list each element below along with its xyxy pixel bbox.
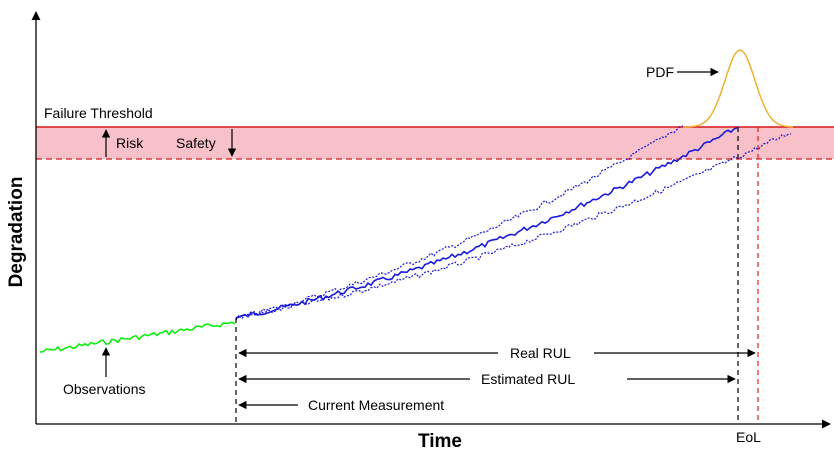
safety-label: Safety <box>176 135 216 151</box>
x-axis-title: Time <box>418 431 462 452</box>
observations-curve <box>39 321 236 353</box>
failure-threshold-label: Failure Threshold <box>44 105 153 121</box>
risk-band <box>36 127 834 159</box>
eol-label: EoL <box>736 429 761 445</box>
prediction-mean-curve <box>235 127 738 319</box>
risk-label: Risk <box>116 135 144 151</box>
prediction-upper-bound <box>235 125 683 321</box>
y-axis-title: Degradation <box>6 177 27 288</box>
pdf-curve <box>683 49 794 128</box>
prediction-lower-bound <box>235 133 792 320</box>
observations-label: Observations <box>63 381 145 397</box>
pdf-label: PDF <box>646 64 674 80</box>
estimated-rul-label: Estimated RUL <box>481 371 575 387</box>
current-measurement-label: Current Measurement <box>308 397 444 413</box>
real-rul-label: Real RUL <box>510 345 571 361</box>
